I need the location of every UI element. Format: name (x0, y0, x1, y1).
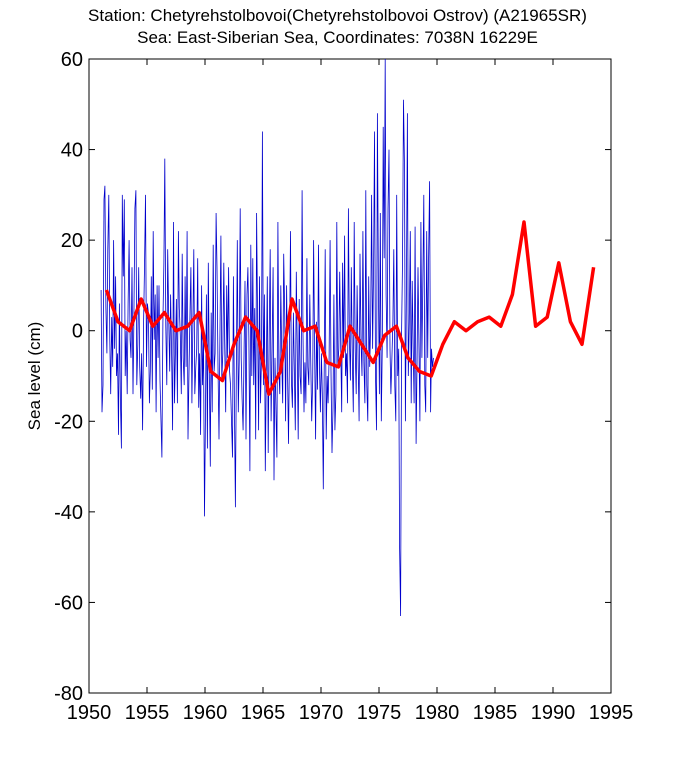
x-tick-label: 1960 (183, 702, 228, 724)
x-tick-label: 1980 (415, 702, 460, 724)
y-tick-label: -20 (54, 411, 83, 433)
y-tick-label: 0 (72, 321, 83, 343)
x-tick-label: 1985 (473, 702, 518, 724)
series-layer (100, 58, 596, 617)
x-tick-label: 1965 (241, 702, 286, 724)
x-tick-label: 1990 (531, 702, 576, 724)
y-tick-label: 60 (61, 49, 83, 71)
x-tick-label: 1955 (125, 702, 170, 724)
y-tick-label: 40 (61, 140, 83, 162)
x-tick-label: 1995 (589, 702, 634, 724)
tick-layer: 1950 1955 1960 1965 1970 1975 1980 1985 1990 1995… (54, 49, 633, 724)
monthly-sea-level-line (100, 58, 434, 617)
y-tick-label: -60 (54, 592, 83, 614)
annual-mean-sea-level-line (104, 220, 596, 396)
chart-title: Station: Chetyrehstolbovoi(Chetyrehstolb… (88, 6, 587, 25)
x-tick-label: 1950 (67, 702, 112, 724)
x-tick-label: 1975 (357, 702, 402, 724)
y-axis-label: Sea level (cm) (25, 322, 44, 431)
y-tick-label: -80 (54, 683, 83, 705)
y-tick-label: 20 (61, 230, 83, 252)
chart-subtitle: Sea: East-Siberian Sea, Coordinates: 703… (137, 28, 538, 47)
y-tick-label: -40 (54, 502, 83, 524)
x-tick-label: 1970 (299, 702, 344, 724)
